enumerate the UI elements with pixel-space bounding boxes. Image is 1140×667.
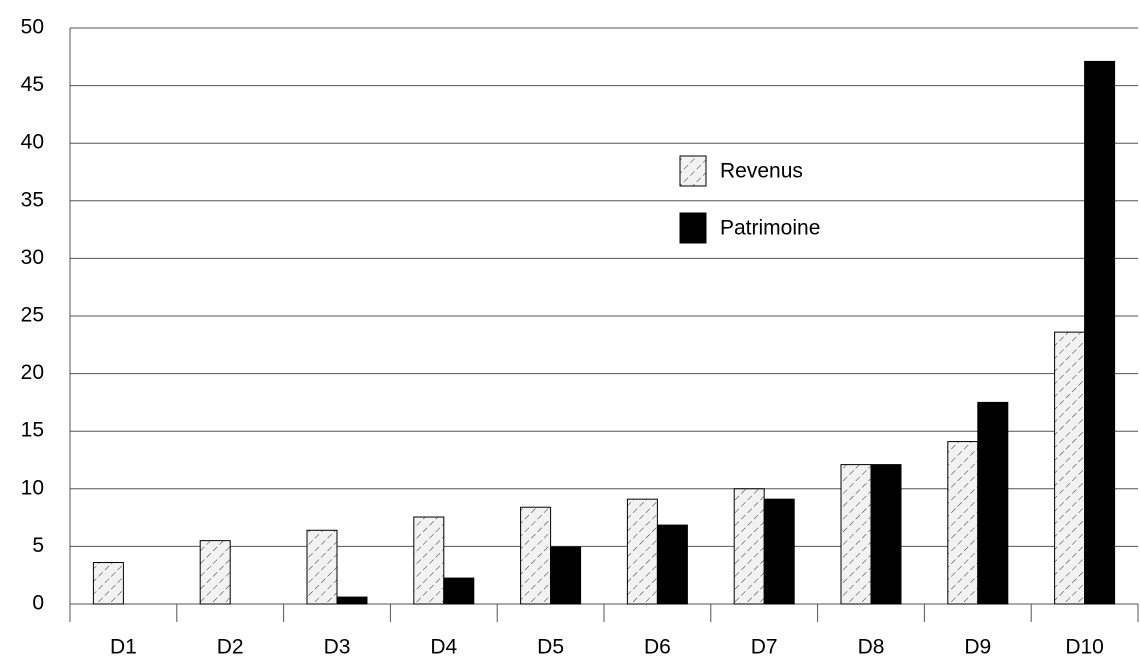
legend-label: Revenus: [720, 160, 803, 183]
bar: [626, 498, 658, 605]
y-tick-label: 15: [21, 419, 44, 442]
bar: [443, 577, 475, 605]
y-tick-label: 10: [21, 476, 44, 499]
x-tick-label: D9: [964, 636, 991, 659]
bar: [1084, 60, 1116, 605]
x-tick-label: D6: [644, 636, 671, 659]
x-tick-label: D8: [858, 636, 885, 659]
bar: [1054, 331, 1086, 605]
bar: [92, 562, 124, 605]
bar: [840, 464, 872, 605]
x-tick-label: D5: [537, 636, 564, 659]
y-tick-label: 5: [32, 534, 44, 557]
y-tick-label: 25: [21, 304, 44, 327]
y-tick-label: 40: [21, 131, 44, 154]
legend-swatch: [679, 155, 707, 187]
x-tick-label: D7: [751, 636, 778, 659]
x-tick-label: D10: [1065, 636, 1104, 659]
bar: [520, 506, 552, 605]
x-tick-label: D2: [217, 636, 244, 659]
y-tick-label: 30: [21, 246, 44, 269]
bar: [413, 516, 445, 605]
bar: [656, 524, 688, 605]
y-tick-label: 20: [21, 361, 44, 384]
bar: [977, 401, 1009, 605]
y-tick-label: 0: [32, 592, 44, 615]
bar: [763, 498, 795, 605]
y-tick-label: 35: [21, 188, 44, 211]
bar: [336, 596, 368, 605]
bar: [947, 441, 979, 605]
legend-label: Patrimoine: [720, 217, 820, 240]
x-tick-label: D1: [110, 636, 137, 659]
bar: [306, 529, 338, 605]
bar: [870, 464, 902, 605]
x-tick-label: D4: [430, 636, 457, 659]
bar: [199, 540, 231, 605]
legend-swatch: [679, 212, 707, 244]
bar: [550, 546, 582, 605]
bar: [733, 488, 765, 605]
y-tick-label: 45: [21, 73, 44, 96]
y-tick-label: 50: [21, 16, 44, 39]
x-tick-label: D3: [324, 636, 351, 659]
